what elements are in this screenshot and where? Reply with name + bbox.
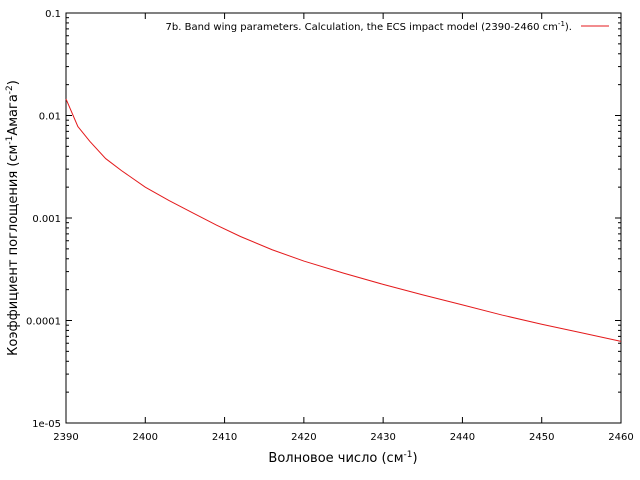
- y-tick-label: 0.1: [45, 9, 61, 20]
- plot-border: [65, 12, 622, 424]
- series-line: [65, 98, 622, 342]
- x-tick-labels: 2390 2400 2410 2420 2430 2440 2450 2460: [53, 432, 633, 443]
- y-tick-label: 0.001: [32, 214, 61, 225]
- legend: 7b. Band wing parameters. Calculation, t…: [166, 20, 609, 33]
- x-tick-label: 2450: [529, 432, 554, 443]
- plot-area-frame: [65, 12, 622, 424]
- x-tick-label: 2460: [608, 432, 633, 443]
- x-tick-label: 2440: [450, 432, 475, 443]
- series-lines: [65, 98, 622, 342]
- legend-label: 7b. Band wing parameters. Calculation, t…: [166, 20, 572, 33]
- axis-ticks: [65, 12, 622, 424]
- y-tick-label: 0.01: [39, 112, 61, 123]
- x-tick-label: 2400: [133, 432, 158, 443]
- y-axis-label: Коэффициент поглощения (см-1Амага-2): [5, 80, 21, 356]
- x-tick-label: 2420: [291, 432, 316, 443]
- x-tick-label: 2430: [370, 432, 395, 443]
- x-axis-label: Волновое число (см-1): [268, 450, 417, 466]
- y-tick-label: 1e-05: [32, 419, 61, 430]
- x-tick-label: 2410: [212, 432, 237, 443]
- y-tick-labels: 1e-05 0.0001 0.001 0.01 0.1: [26, 9, 61, 430]
- x-tick-label: 2390: [53, 432, 78, 443]
- y-tick-label: 0.0001: [26, 317, 61, 328]
